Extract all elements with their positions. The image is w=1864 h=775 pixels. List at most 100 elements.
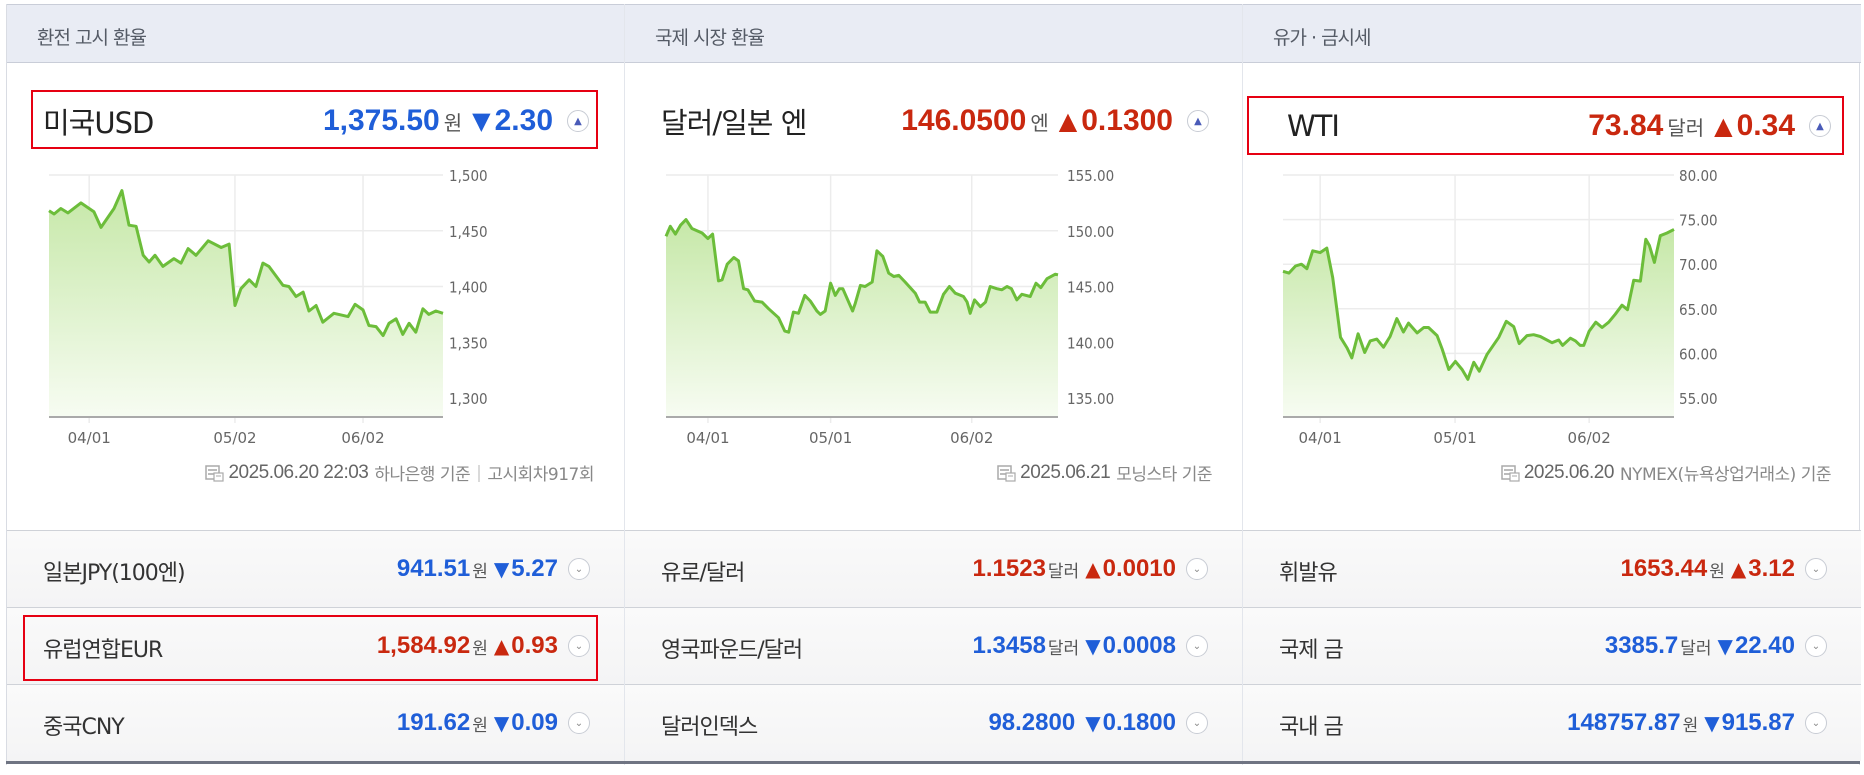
column-international-market: 국제 시장 환율 달러/일본 엔 146.0500 엔 ▲ 0.1300 ▲ 1… xyxy=(624,4,1242,765)
list-item[interactable]: 유로/달러 1.1523 달러 ▲ 0.0010 ⌄ xyxy=(625,530,1242,607)
quote-unit: 원 xyxy=(443,110,463,135)
footnote-source: NYMEX(뉴욕상업거래소) 기준 xyxy=(1619,465,1832,485)
usd-area-chart: 1,500 1,450 1,400 1,350 1,300 04/01 05/02 06/02 xyxy=(48,167,488,447)
list-item[interactable]: 국제 금 3385.7 달러 ▼ 22.40 ⌄ xyxy=(1243,607,1861,684)
expand-chevron-down-icon[interactable]: ⌄ xyxy=(568,635,590,657)
main-quote-usd-jpy[interactable]: 달러/일본 엔 146.0500 엔 ▲ 0.1300 ▲ xyxy=(651,92,1217,150)
y-tick-label: 155.00 xyxy=(1067,167,1114,185)
list-item[interactable]: 국내 금 148757.87 원 ▼ 915.87 ⌄ xyxy=(1243,684,1861,761)
footnote-date: 2025.06.20 22:03 xyxy=(228,461,369,483)
column-oil-gold: 유가 · 금시세 WTI 73.84 달러 ▲ 0.34 ▲ 80.00 75.0… xyxy=(1242,4,1861,765)
row-change: 22.40 xyxy=(1734,632,1795,659)
column-title: 유가 · 금시세 xyxy=(1273,27,1372,49)
down-arrow-icon: ▼ xyxy=(1085,711,1101,735)
row-change: 3.12 xyxy=(1748,555,1795,582)
y-tick-label: 80.00 xyxy=(1679,167,1718,185)
exchange-rate-board: 환전 고시 환율 미국USD 1,375.50 원 ▼ 2.30 ▲ 1,500… xyxy=(6,4,1861,765)
expand-chevron-down-icon[interactable]: ⌄ xyxy=(568,712,590,734)
row-change: 0.0008 xyxy=(1102,632,1176,659)
x-tick-label: 05/02 xyxy=(213,429,256,447)
area-fill xyxy=(49,190,443,417)
expand-chevron-down-icon[interactable]: ⌄ xyxy=(1805,558,1827,580)
column-header: 유가 · 금시세 xyxy=(1243,4,1861,63)
expand-chevron-down-icon[interactable]: ⌄ xyxy=(1805,712,1827,734)
quote-name: 미국USD xyxy=(43,106,154,140)
list-item[interactable]: 유럽연합EUR 1,584.92 원 ▲ 0.93 ⌄ xyxy=(7,607,624,684)
footnote-extra: 고시회차917회 xyxy=(487,465,594,485)
row-change: 0.09 xyxy=(511,709,558,736)
list-item[interactable]: 영국파운드/달러 1.3458 달러 ▼ 0.0008 ⌄ xyxy=(625,607,1242,684)
quote-change: 0.34 xyxy=(1736,109,1795,142)
up-arrow-icon: ▲ xyxy=(1714,112,1733,140)
up-arrow-icon: ▲ xyxy=(1730,557,1747,581)
collapse-chevron-up-icon[interactable]: ▲ xyxy=(1187,110,1209,132)
down-arrow-icon: ▼ xyxy=(1717,634,1733,658)
quote-unit: 달러 xyxy=(1667,115,1705,140)
y-tick-label: 1,350 xyxy=(449,334,488,352)
list-item[interactable]: 일본JPY(100엔) 941.51 원 ▼ 5.27 ⌄ xyxy=(7,530,624,607)
row-change: 0.0010 xyxy=(1102,555,1176,582)
row-value: 1,584.92 xyxy=(376,632,471,659)
column-header: 국제 시장 환율 xyxy=(625,4,1242,63)
row-value: 98.2800 xyxy=(988,709,1076,736)
y-tick-label: 1,400 xyxy=(449,279,488,297)
main-quote-usd[interactable]: 미국USD 1,375.50 원 ▼ 2.30 ▲ xyxy=(33,92,597,150)
y-tick-label: 150.00 xyxy=(1067,223,1114,241)
usd-jpy-area-chart: 155.00 150.00 145.00 140.00 135.00 04/01 05/01… xyxy=(664,167,1114,447)
quote-name: WTI xyxy=(1287,109,1340,143)
footnote-date: 2025.06.20 xyxy=(1523,461,1615,483)
expand-chevron-down-icon[interactable]: ⌄ xyxy=(568,558,590,580)
row-value: 941.51 xyxy=(396,555,471,582)
quote-unit: 엔 xyxy=(1030,110,1049,135)
main-quote-wti[interactable]: WTI 73.84 달러 ▲ 0.34 ▲ xyxy=(1249,97,1839,155)
row-value: 1.3458 xyxy=(972,632,1046,659)
up-arrow-icon: ▲ xyxy=(1058,107,1078,135)
column-title: 환전 고시 환율 xyxy=(37,27,147,49)
expand-chevron-down-icon[interactable]: ⌄ xyxy=(1186,712,1208,734)
collapse-chevron-up-icon[interactable]: ▲ xyxy=(1809,115,1831,137)
list-item[interactable]: 중국CNY 191.62 원 ▼ 0.09 ⌄ xyxy=(7,684,624,761)
up-arrow-icon: ▲ xyxy=(493,634,510,658)
row-unit: 달러 xyxy=(1680,638,1712,659)
row-unit: 원 xyxy=(1682,715,1699,736)
list-item[interactable]: 달러인덱스 98.2800 ▼ 0.1800 ⌄ xyxy=(625,684,1242,761)
y-tick-label: 70.00 xyxy=(1679,256,1718,274)
down-arrow-icon: ▼ xyxy=(493,711,510,735)
document-icon xyxy=(997,464,1017,482)
row-change: 0.93 xyxy=(511,632,558,659)
quote-value: 146.0500 xyxy=(901,104,1027,137)
quote-value: 1,375.50 xyxy=(322,104,440,137)
y-tick-label: 55.00 xyxy=(1679,390,1718,408)
row-name: 국제 금 xyxy=(1279,638,1344,663)
collapse-chevron-up-icon[interactable]: ▲ xyxy=(567,110,589,132)
price-line xyxy=(1282,228,1675,381)
list-item[interactable]: 휘발유 1653.44 원 ▲ 3.12 ⌄ xyxy=(1243,530,1861,607)
area-fill xyxy=(666,219,1058,417)
row-value: 3385.7 xyxy=(1604,632,1679,659)
chart-footnote: 2025.06.21 모닝스타 기준 xyxy=(997,460,1212,485)
chart-footnote: 2025.06.20 22:03 하나은행 기준 | 고시회차917회 xyxy=(205,460,594,485)
row-value: 1.1523 xyxy=(972,555,1046,582)
chart-footnote: 2025.06.20 NYMEX(뉴욕상업거래소) 기준 xyxy=(1501,460,1832,485)
row-name: 중국CNY xyxy=(43,715,125,740)
column-title: 국제 시장 환율 xyxy=(655,27,765,49)
expand-chevron-down-icon[interactable]: ⌄ xyxy=(1805,635,1827,657)
expand-chevron-down-icon[interactable]: ⌄ xyxy=(1186,635,1208,657)
row-value: 1653.44 xyxy=(1620,555,1708,582)
footnote-source: 모닝스타 기준 xyxy=(1116,465,1212,485)
area-fill xyxy=(1283,229,1674,417)
row-value: 148757.87 xyxy=(1567,709,1681,736)
row-name: 유로/달러 xyxy=(661,561,745,586)
down-arrow-icon: ▼ xyxy=(493,557,510,581)
document-icon xyxy=(1501,464,1521,482)
quote-list: 일본JPY(100엔) 941.51 원 ▼ 5.27 ⌄ 유럽연합EUR 1,584.… xyxy=(7,530,624,761)
x-tick-label: 06/02 xyxy=(341,429,384,447)
y-tick-label: 1,500 xyxy=(449,167,488,185)
expand-chevron-down-icon[interactable]: ⌄ xyxy=(1186,558,1208,580)
document-icon xyxy=(205,464,225,482)
quote-list: 휘발유 1653.44 원 ▲ 3.12 ⌄ 국제 금 3385.7 달러 ▼ 22.40 ⌄ … xyxy=(1243,530,1861,761)
x-tick-label: 04/01 xyxy=(1299,429,1342,447)
y-tick-label: 1,450 xyxy=(449,223,488,241)
row-unit: 달러 xyxy=(1047,638,1080,659)
quote-value: 73.84 xyxy=(1588,109,1664,142)
